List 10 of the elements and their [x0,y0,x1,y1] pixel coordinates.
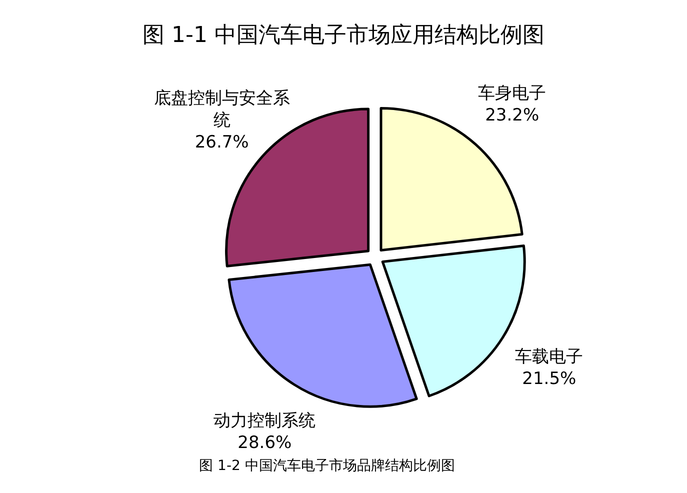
data-label: 28.6% [238,432,292,453]
slice-label: 车身电子 [478,83,546,104]
data-label: 23.2% [485,105,540,126]
chart-title: 图 1-1 中国汽车电子市场应用结构比例图 [142,23,544,48]
slice-label: 动力控制系统 [214,410,316,431]
data-label: 26.7% [194,132,249,152]
data-label: 21.5% [522,368,576,389]
caption: 图 1-2 中国汽车电子市场品牌结构比例图 [199,458,455,474]
slice-label: 底盘控制与安全系统 [154,88,290,130]
slice-label: 车载电子 [515,346,584,367]
